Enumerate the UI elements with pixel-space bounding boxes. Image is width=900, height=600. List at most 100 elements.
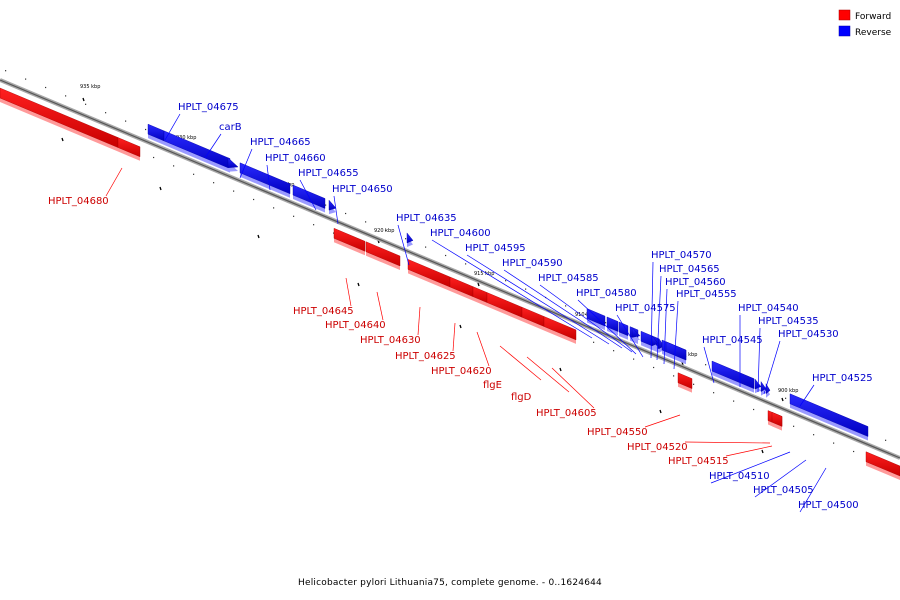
scale-label-920: 920 kbp: [374, 228, 394, 234]
gene-label-hplt-04535[interactable]: HPLT_04535: [758, 316, 819, 327]
gene-label-hplt-04580[interactable]: HPLT_04580: [576, 288, 637, 299]
gene-hplt-04595-feature[interactable]: [606, 316, 619, 332]
genome-backbone: [0, 78, 900, 460]
gene-hplt-04580-feature[interactable]: [631, 326, 641, 338]
gene-label-hplt-04675[interactable]: HPLT_04675: [178, 102, 239, 113]
label-leaders: [105, 113, 827, 513]
scale-dot: [465, 263, 467, 265]
gene-label-hplt-04560[interactable]: HPLT_04560: [665, 277, 726, 288]
gene-label-hplt-04520[interactable]: HPLT_04520: [627, 442, 688, 453]
scale-label-900: 900 kbp: [778, 388, 798, 394]
gene-label-hplt-04635[interactable]: HPLT_04635: [396, 213, 457, 224]
legend-reverse-swatch: [838, 25, 851, 37]
gene-label-hplt-04555[interactable]: HPLT_04555: [676, 289, 737, 300]
gene-hplt-04530-feature[interactable]: [765, 382, 771, 395]
gene-hplt-04590-feature[interactable]: [618, 321, 629, 337]
gene-hplt-04605-feature[interactable]: [543, 316, 577, 341]
leader-line: [204, 133, 222, 159]
gene-hplt-04570-feature[interactable]: [651, 335, 659, 347]
scale-dot: [785, 397, 787, 399]
gene-hplt-04645-feature[interactable]: [333, 227, 366, 252]
leader-line: [725, 445, 773, 457]
gene-label-hplt-04680[interactable]: HPLT_04680: [48, 196, 109, 207]
leader-line: [799, 467, 827, 513]
gene-label-hplt-04625[interactable]: HPLT_04625: [395, 351, 456, 362]
leader-line: [345, 277, 352, 307]
gene-label-hplt-04645[interactable]: HPLT_04645: [293, 306, 354, 317]
scale-dot: [693, 383, 695, 385]
gene-label-hplt-04525[interactable]: HPLT_04525: [812, 373, 873, 384]
gene-features: [0, 87, 900, 480]
gene-label-hplt-04665[interactable]: HPLT_04665: [250, 137, 311, 148]
gene-label-hplt-04530[interactable]: HPLT_04530: [778, 329, 839, 340]
leader-line: [452, 322, 456, 352]
gene-label-hplt-04515[interactable]: HPLT_04515: [668, 456, 729, 467]
leader-line: [710, 451, 791, 484]
leader-line: [757, 327, 761, 393]
gene-label-hplt-04630[interactable]: HPLT_04630: [360, 335, 421, 346]
scale-dot: [233, 190, 235, 192]
scale-dot: [65, 95, 67, 97]
gene-label-hplt-04540[interactable]: HPLT_04540: [738, 303, 799, 314]
legend: Forward Reverse: [838, 9, 892, 38]
leader-line: [376, 291, 384, 321]
legend-forward-swatch: [838, 9, 851, 21]
gene-label-hplt-04620[interactable]: HPLT_04620: [431, 366, 492, 377]
gene-hplt-04680-feature[interactable]: [0, 87, 119, 148]
leader-line: [417, 306, 421, 336]
gene-hplt-04525-feature[interactable]: [789, 393, 869, 437]
scale-dot: [273, 207, 275, 209]
gene-hplt-04665-feature[interactable]: [227, 157, 239, 168]
leader-line: [266, 164, 271, 191]
gene-label-flge[interactable]: flgE: [483, 380, 502, 391]
gene-label-carb[interactable]: carB: [219, 122, 242, 133]
gene-label-flgd[interactable]: flgD: [511, 392, 532, 403]
gene-label-hplt-04500[interactable]: HPLT_04500: [798, 500, 859, 511]
gene-labels: HPLT_04680 HPLT_04675 carB HPLT_04665 HPLT_0…: [48, 102, 873, 511]
gene-label-hplt-04655[interactable]: HPLT_04655: [298, 168, 359, 179]
leader-line: [476, 331, 490, 367]
gene-hplt-04660-feature[interactable]: [239, 162, 291, 195]
scale-dot: [293, 215, 295, 217]
gene-hplt-04650-feature[interactable]: [328, 199, 337, 211]
gene-label-hplt-04565[interactable]: HPLT_04565: [659, 264, 720, 275]
scale-label-910: 910 kbp: [575, 312, 595, 318]
gene-hplt-04640-feature[interactable]: [365, 241, 401, 267]
gene-hplt-04635-feature[interactable]: [406, 232, 414, 244]
gene--tail-feature[interactable]: [865, 451, 900, 477]
scale-dot: [25, 78, 27, 80]
gene-hplt-04555-feature[interactable]: [665, 341, 687, 361]
gene-label-hplt-04550[interactable]: HPLT_04550: [587, 427, 648, 438]
gene-hplt-04535-feature[interactable]: [760, 380, 767, 392]
scale-dot: [833, 442, 835, 444]
gene--head-feature[interactable]: [117, 137, 141, 158]
scale-dot: [5, 70, 7, 72]
scale-dot: [385, 229, 387, 231]
scale-dot: [333, 232, 335, 234]
leader-line: [164, 113, 181, 141]
gene-label-hplt-04600[interactable]: HPLT_04600: [430, 228, 491, 239]
gene-label-hplt-04640[interactable]: HPLT_04640: [325, 320, 386, 331]
gene-label-hplt-04505[interactable]: HPLT_04505: [753, 485, 814, 496]
leader-line: [616, 314, 644, 358]
scale-dot: [85, 103, 87, 105]
gene-label-hplt-04545[interactable]: HPLT_04545: [702, 335, 763, 346]
gene-label-hplt-04595[interactable]: HPLT_04595: [465, 243, 526, 254]
gene-label-hplt-04590[interactable]: HPLT_04590: [502, 258, 563, 269]
gene-label-hplt-04650[interactable]: HPLT_04650: [332, 184, 393, 195]
gene-label-hplt-04575[interactable]: HPLT_04575: [615, 303, 676, 314]
gene-label-hplt-04585[interactable]: HPLT_04585: [538, 273, 599, 284]
scale-dot: [345, 212, 347, 215]
gene-label-hplt-04510[interactable]: HPLT_04510: [709, 471, 770, 482]
lower-ticks: [61, 137, 764, 454]
scale-dot: [105, 112, 107, 114]
scale-dot: [565, 305, 567, 307]
scale-dot: [593, 341, 595, 343]
gene-hplt-04550-feature[interactable]: [677, 372, 693, 389]
leader-line: [656, 275, 662, 361]
gene-hplt-04515-feature[interactable]: [771, 411, 783, 427]
scale-dot: [125, 120, 127, 122]
gene-label-hplt-04660[interactable]: HPLT_04660: [265, 153, 326, 164]
gene-label-hplt-04570[interactable]: HPLT_04570: [651, 250, 712, 261]
gene-label-hplt-04605[interactable]: HPLT_04605: [536, 408, 597, 419]
